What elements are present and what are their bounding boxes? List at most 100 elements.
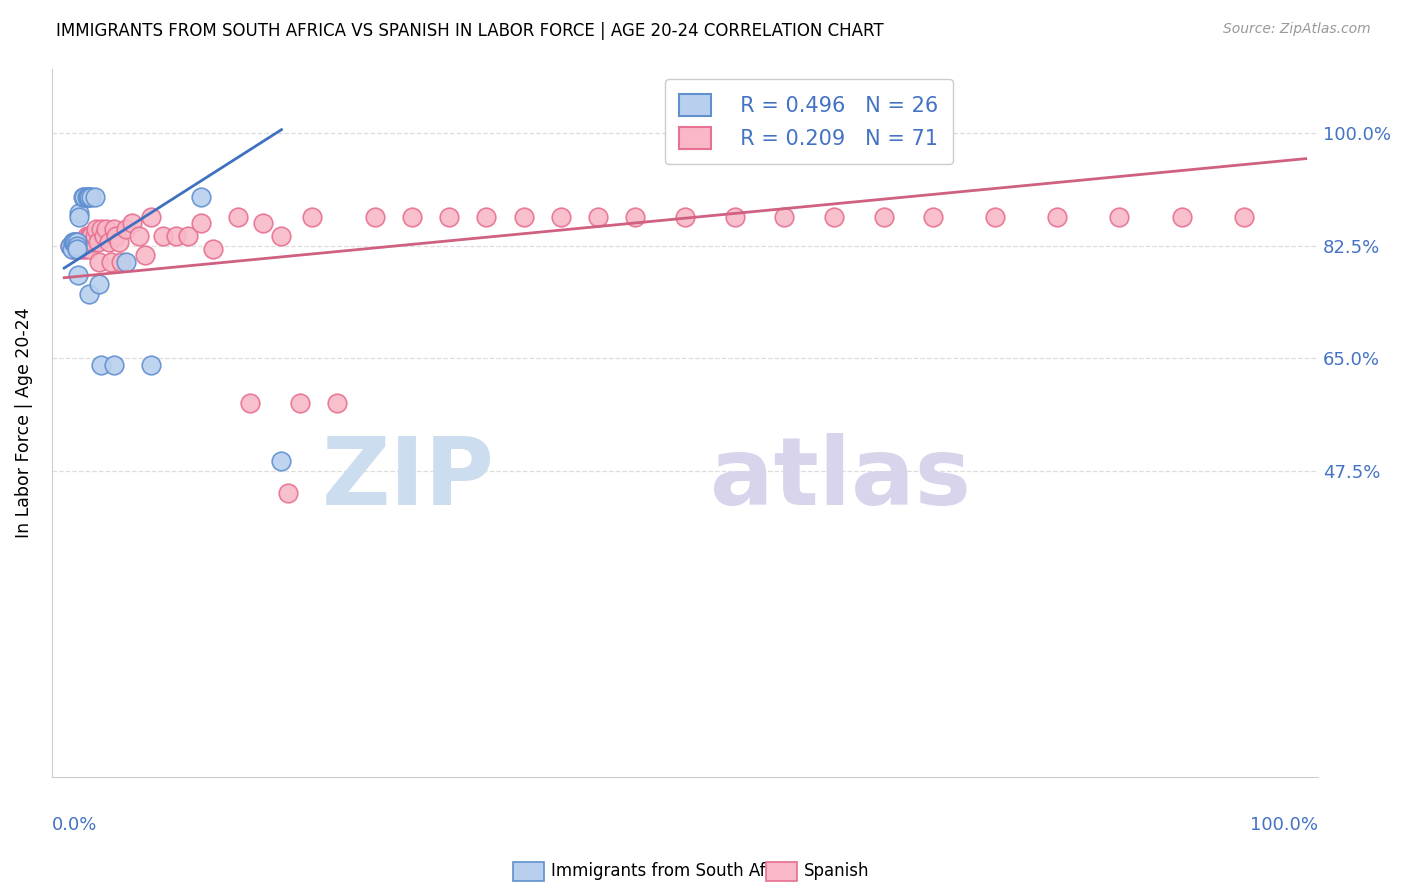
Point (73, 235, 96, 250)
Point (84, 190, 107, 204)
Point (475, 210, 498, 224)
Point (65, 238, 87, 252)
Text: 100.0%: 100.0% (1250, 815, 1319, 833)
Text: ZIP: ZIP (322, 434, 495, 525)
Point (103, 358, 125, 372)
Point (107, 235, 129, 250)
Point (1108, 210, 1130, 224)
Point (80, 228, 103, 243)
Point (128, 228, 150, 243)
Point (93, 228, 115, 243)
Point (301, 210, 323, 224)
Point (86, 235, 108, 250)
Point (103, 222, 125, 236)
Point (73, 190, 96, 204)
Point (97, 235, 120, 250)
Text: Source: ZipAtlas.com: Source: ZipAtlas.com (1223, 22, 1371, 37)
Point (86, 222, 108, 236)
Point (77, 228, 100, 243)
Point (62, 242, 84, 256)
Point (59, 238, 82, 252)
Point (823, 210, 845, 224)
Point (59, 238, 82, 252)
Point (673, 210, 696, 224)
Point (76, 228, 98, 243)
Text: atlas: atlas (710, 434, 972, 525)
Point (270, 454, 292, 468)
Point (75, 242, 97, 256)
Point (76, 235, 98, 250)
Point (226, 210, 249, 224)
Point (77, 286, 100, 301)
Point (87, 254, 110, 268)
Point (1170, 210, 1192, 224)
Point (77, 242, 100, 256)
Point (72, 190, 94, 204)
Point (100, 254, 122, 268)
Point (63, 235, 86, 250)
Point (922, 210, 945, 224)
Point (84, 228, 107, 243)
Point (1046, 210, 1069, 224)
Point (624, 210, 647, 224)
Point (202, 242, 225, 256)
Point (984, 210, 1007, 224)
Text: Immigrants from South Africa: Immigrants from South Africa (551, 862, 796, 880)
Y-axis label: In Labor Force | Age 20-24: In Labor Force | Age 20-24 (15, 307, 32, 538)
Point (90, 222, 112, 236)
Point (139, 210, 162, 224)
Point (550, 210, 572, 224)
Point (872, 210, 894, 224)
Point (105, 228, 128, 243)
Point (110, 254, 132, 268)
Point (252, 216, 274, 230)
Point (288, 396, 311, 410)
Point (239, 396, 262, 410)
Point (586, 210, 609, 224)
Point (723, 210, 745, 224)
Point (270, 228, 292, 243)
Point (773, 210, 796, 224)
Point (70, 242, 93, 256)
Point (90, 358, 112, 372)
Point (65, 242, 87, 256)
Point (67, 210, 90, 224)
Point (65, 242, 87, 256)
Point (1233, 210, 1256, 224)
Point (437, 210, 460, 224)
Point (60, 238, 83, 252)
Point (87, 277, 110, 292)
Point (165, 228, 187, 243)
Point (115, 254, 138, 268)
Text: IMMIGRANTS FROM SOUTH AFRICA VS SPANISH IN LABOR FORCE | AGE 20-24 CORRELATION C: IMMIGRANTS FROM SOUTH AFRICA VS SPANISH … (56, 22, 884, 40)
Point (177, 228, 200, 243)
Point (76, 190, 98, 204)
Point (65, 242, 87, 256)
Point (60, 242, 83, 256)
Point (134, 248, 156, 262)
Point (96, 222, 118, 236)
Point (79, 228, 101, 243)
Point (67, 206, 90, 220)
Point (115, 222, 138, 236)
Point (65, 235, 87, 250)
Point (326, 396, 349, 410)
Point (76, 190, 98, 204)
Point (69, 238, 91, 252)
Text: 0.0%: 0.0% (52, 815, 97, 833)
Point (62, 235, 84, 250)
Point (512, 210, 534, 224)
Point (63, 238, 86, 252)
Point (72, 235, 94, 250)
Point (80, 190, 103, 204)
Point (65, 238, 87, 252)
Point (401, 210, 423, 224)
Point (190, 216, 212, 230)
Point (77, 190, 100, 204)
Point (121, 216, 143, 230)
Point (82, 235, 104, 250)
Point (139, 358, 162, 372)
Text: Spanish: Spanish (804, 862, 870, 880)
Point (152, 228, 174, 243)
Legend:   R = 0.496   N = 26,   R = 0.209   N = 71: R = 0.496 N = 26, R = 0.209 N = 71 (665, 78, 953, 164)
